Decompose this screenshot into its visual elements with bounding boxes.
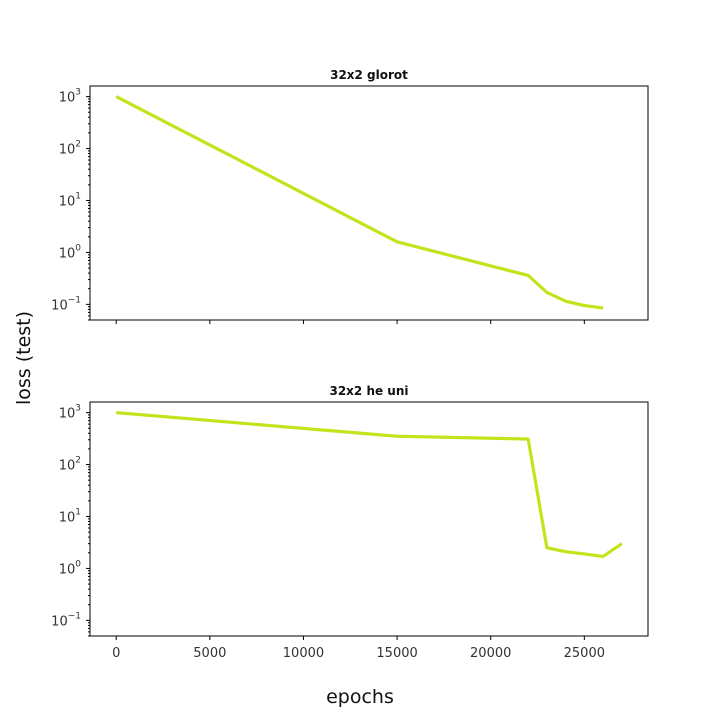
subplots: 32x2 glorot 10−1 100 101 102 103 32x2 he uni 10… [51,68,649,661]
y-tick-label: 102 [59,140,81,158]
subplot-1: 32x2 glorot 10−1 100 101 102 103 [51,68,649,324]
series-line [115,95,604,310]
subplot-title: 32x2 glorot [330,68,408,82]
x-tick-label: 0 [112,646,120,661]
y-tick-label: 100 [59,559,82,577]
x-tick-label: 5000 [193,646,226,661]
y-tick-label: 10−1 [51,611,81,629]
series-line [116,411,623,559]
x-tick-label: 20000 [470,646,511,661]
y-tick-label: 103 [59,404,81,422]
y-tick-label: 102 [59,456,81,474]
x-tick-label: 15000 [376,646,417,661]
y-tick-label: 101 [59,191,81,209]
y-tick-label: 100 [59,243,82,261]
subplot-title: 32x2 he uni [329,384,408,398]
y-tick-label: 101 [59,507,81,525]
y-axis-label: loss (test) [13,311,35,405]
x-axis-label: epochs [326,686,394,708]
x-tick-label: 10000 [283,646,324,661]
subplot-2: 32x2 he uni 10−1 100 101 102 103 0 5000 10000 150… [51,384,649,661]
y-tick-label: 103 [59,88,81,106]
plot-frame [89,401,649,637]
plot-frame [89,85,649,321]
x-tick-label: 25000 [564,646,605,661]
y-tick-label: 10−1 [51,295,81,313]
